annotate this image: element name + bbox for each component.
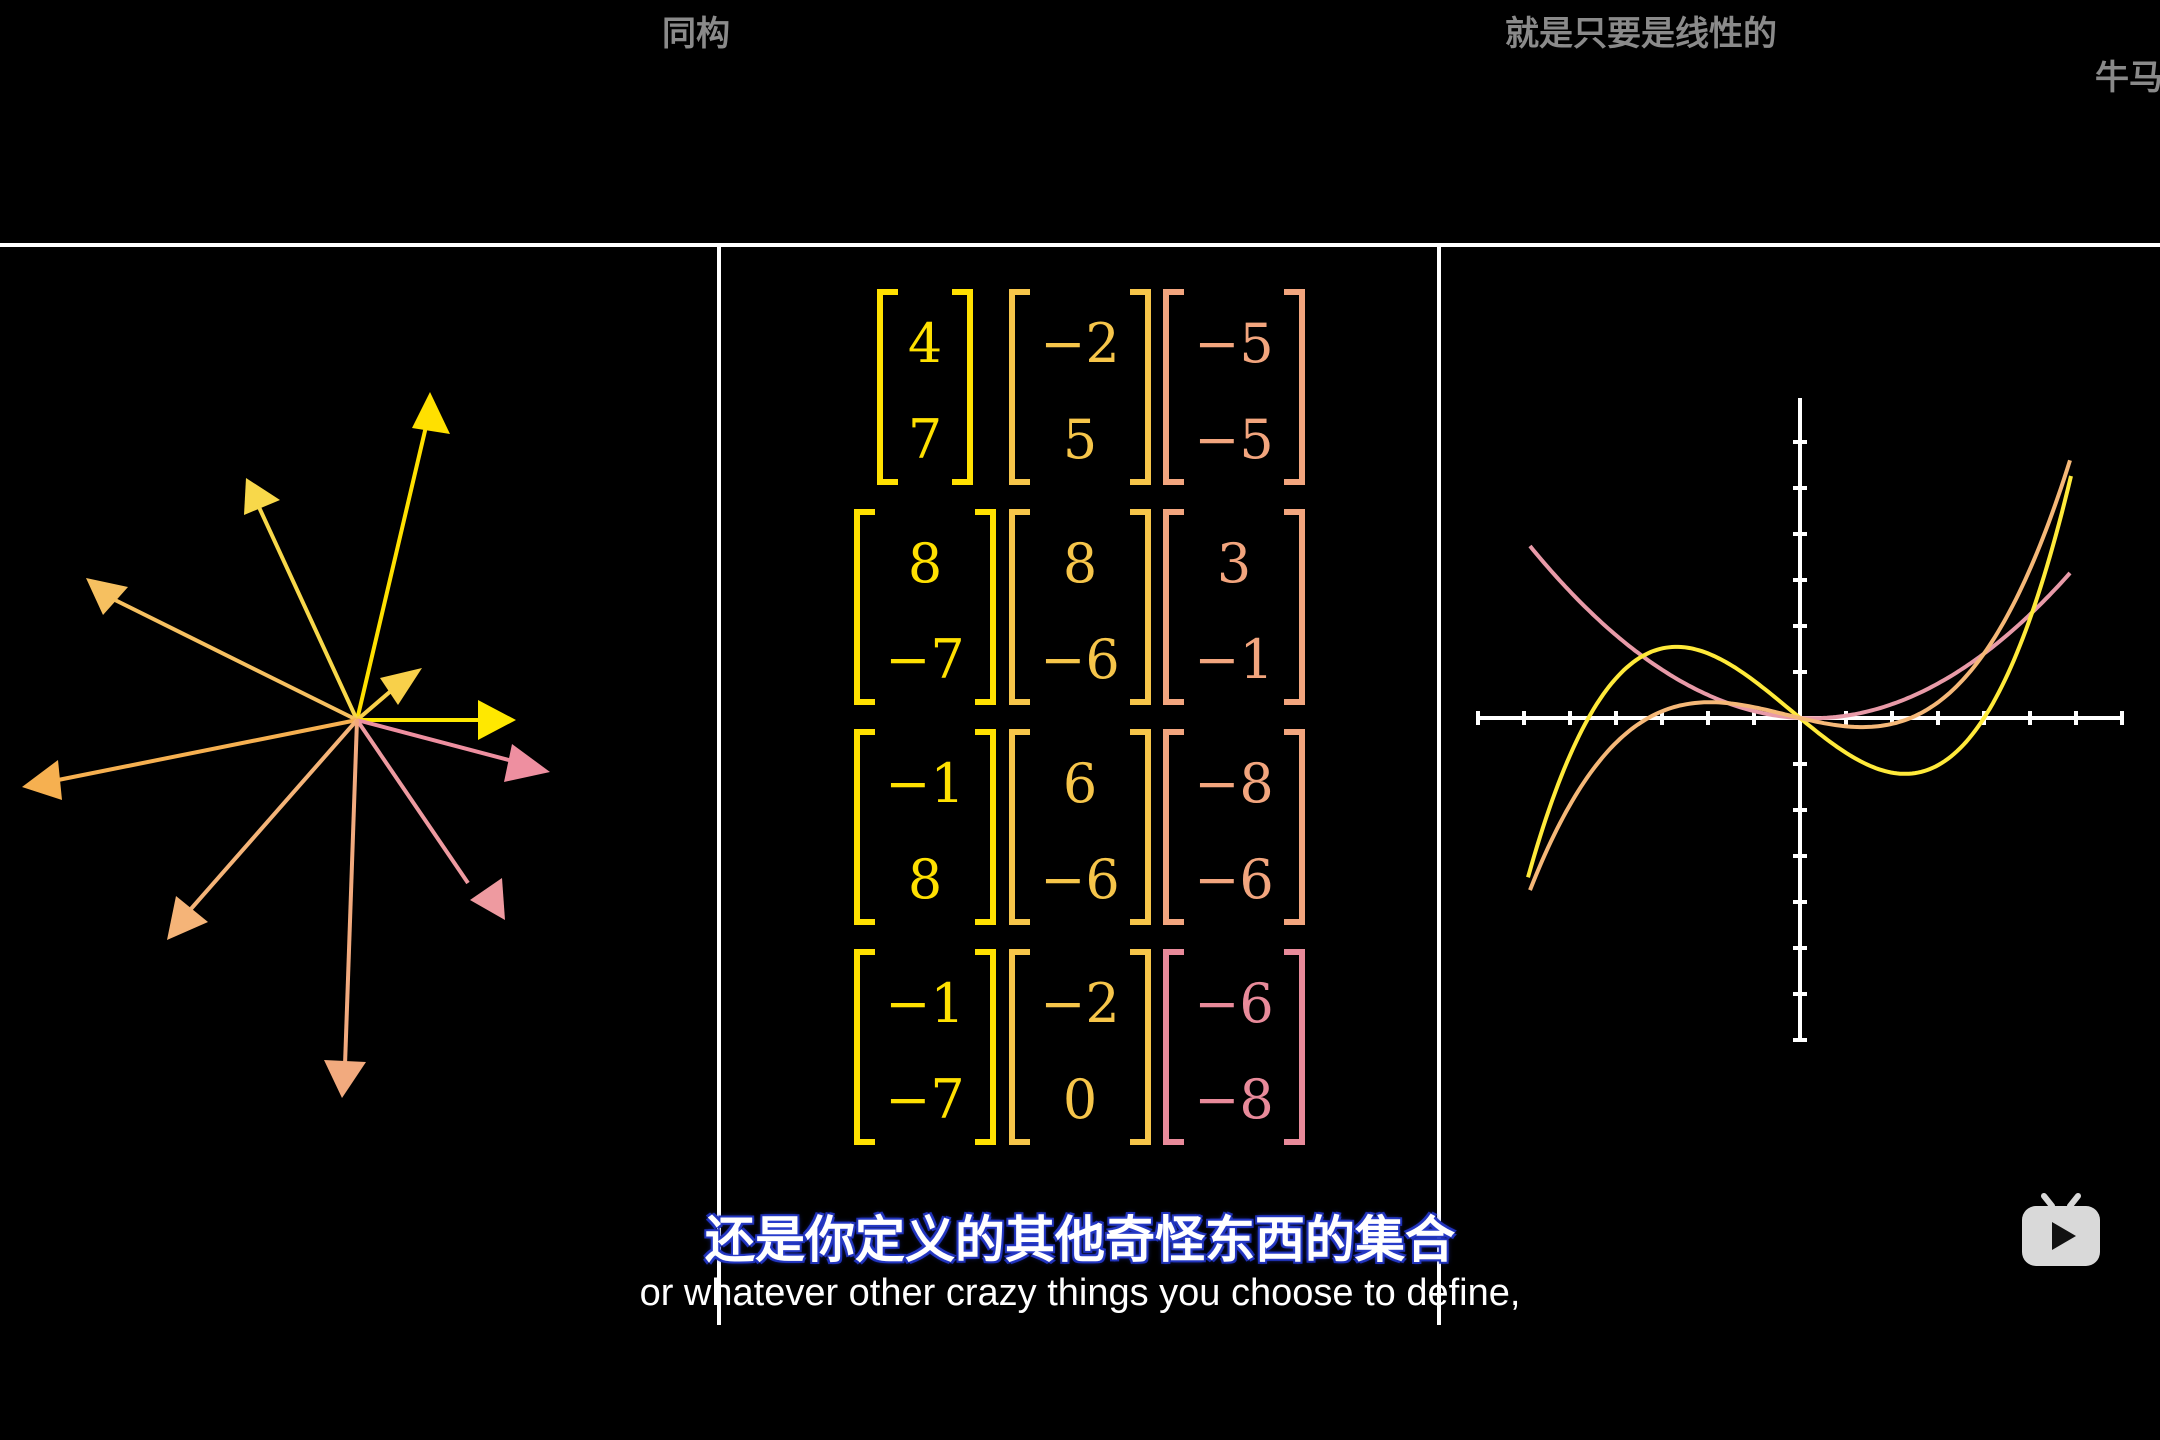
column-vector: 8 −6: [1009, 509, 1151, 705]
vector-entry: −2: [1040, 312, 1120, 375]
divider-right: [1437, 247, 1441, 1325]
vector-entry: −5: [1194, 312, 1274, 375]
vector-entry: −2: [1040, 972, 1120, 1035]
vector-entry: 8: [908, 532, 942, 595]
column-vector: −2 0: [1009, 949, 1151, 1145]
axes: [1476, 398, 2122, 1042]
vector-entry: −6: [1194, 972, 1274, 1035]
column-vector: 47: [877, 289, 973, 485]
vector-entry: −8: [1194, 752, 1274, 815]
subtitle-english: or whatever other crazy things you choos…: [639, 1272, 1521, 1314]
column-vector: 3 −1: [1163, 509, 1305, 705]
column-vector: −2 5: [1009, 289, 1151, 485]
bilibili-tv-icon[interactable]: [2020, 1192, 2102, 1270]
vector-entry: −1: [885, 752, 965, 815]
vector-entry: −6: [1040, 848, 1120, 911]
horizontal-divider: [0, 243, 2160, 247]
arrow-group: [22, 392, 550, 1098]
axis-ticks: [1476, 440, 2124, 1042]
vector-entry: −5: [1194, 408, 1274, 471]
vector-entry: 3: [1217, 532, 1251, 595]
column-vector: −1 8: [854, 729, 996, 925]
function-graph-panel: [1476, 398, 2124, 1042]
vector-entry: 0: [1063, 1068, 1097, 1131]
vector-entry: 6: [1063, 752, 1097, 815]
curve-orange: [1528, 459, 2072, 891]
vector-entry: −6: [1194, 848, 1274, 911]
divider-left: [717, 247, 721, 1325]
vector-entry: −6: [1040, 628, 1120, 691]
top-label-center-right: 就是只要是线性的: [1505, 14, 1777, 54]
vector-entry: −7: [885, 628, 965, 691]
vector-entry: 4: [908, 312, 942, 375]
column-vector: −8 −6: [1163, 729, 1305, 925]
top-label-left: 同构: [662, 14, 730, 54]
vector-entry: −1: [885, 972, 965, 1035]
vector-entry: 8: [908, 848, 942, 911]
vector-entry: −8: [1194, 1068, 1274, 1131]
vector-entry: 5: [1063, 408, 1097, 471]
vector-entry: 8: [1063, 532, 1097, 595]
column-vector: −1 −7: [854, 949, 996, 1145]
vector-entry: 7: [908, 408, 942, 471]
column-vector: −6 −8: [1163, 949, 1305, 1145]
column-vector: 8 −7: [854, 509, 996, 705]
curves: [1526, 459, 2073, 891]
column-vectors-panel: 47−25−5−58−78−63−1−186−6−8−6−1−7−20−6−8: [854, 289, 1305, 1145]
subtitle-chinese: 还是你定义的其他奇怪东西的集合: [705, 1211, 1455, 1269]
column-vector: 6 −6: [1009, 729, 1151, 925]
vector-entry: −7: [885, 1068, 965, 1131]
column-vector: −5 −5: [1163, 289, 1305, 485]
vector-arrows-panel: [22, 392, 550, 1098]
vector-entry: −1: [1194, 628, 1274, 691]
top-label-far-right: 牛马: [2095, 58, 2160, 98]
